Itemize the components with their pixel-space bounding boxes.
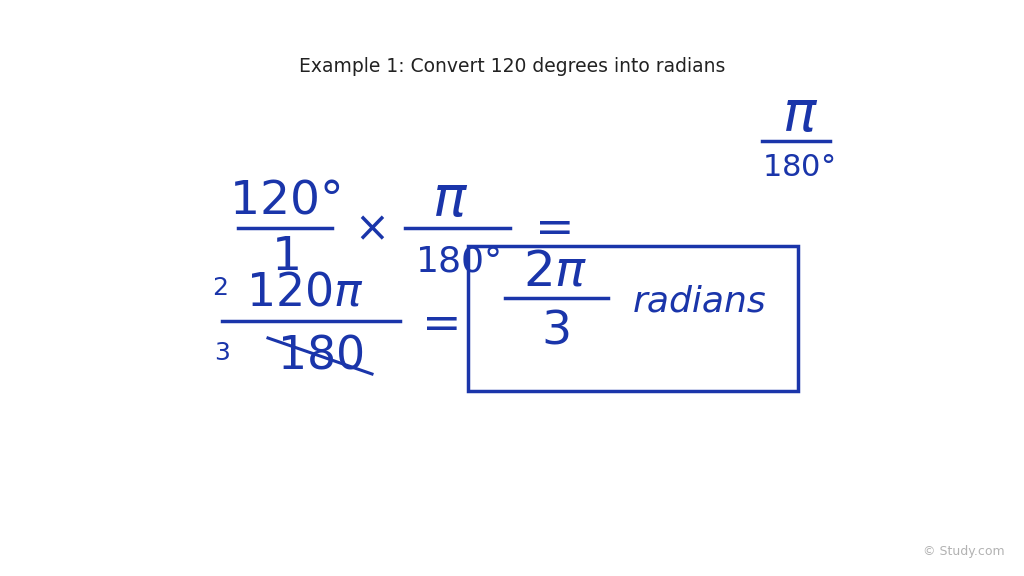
Text: $180°$: $180°$ [762, 153, 835, 183]
Text: $180°$: $180°$ [415, 244, 501, 278]
Text: Example 1: Convert 120 degrees into radians: Example 1: Convert 120 degrees into radi… [299, 56, 725, 75]
Text: $\pi$: $\pi$ [782, 89, 818, 143]
Text: $180$: $180$ [276, 334, 364, 378]
Text: $2\pi$: $2\pi$ [522, 247, 588, 295]
Text: $3$: $3$ [541, 309, 569, 354]
Text: $1$: $1$ [271, 236, 299, 281]
Text: $=$: $=$ [412, 301, 458, 346]
Text: $\times$: $\times$ [354, 207, 386, 249]
Text: $\pi$: $\pi$ [432, 174, 468, 228]
Text: $120\pi$: $120\pi$ [246, 271, 364, 316]
Text: © Study.com: © Study.com [924, 545, 1005, 558]
Text: $120°$: $120°$ [229, 179, 341, 223]
Text: $=$: $=$ [525, 206, 571, 251]
Text: radians: radians [633, 284, 767, 318]
Text: $2$: $2$ [212, 276, 227, 300]
Text: $3$: $3$ [214, 341, 230, 365]
